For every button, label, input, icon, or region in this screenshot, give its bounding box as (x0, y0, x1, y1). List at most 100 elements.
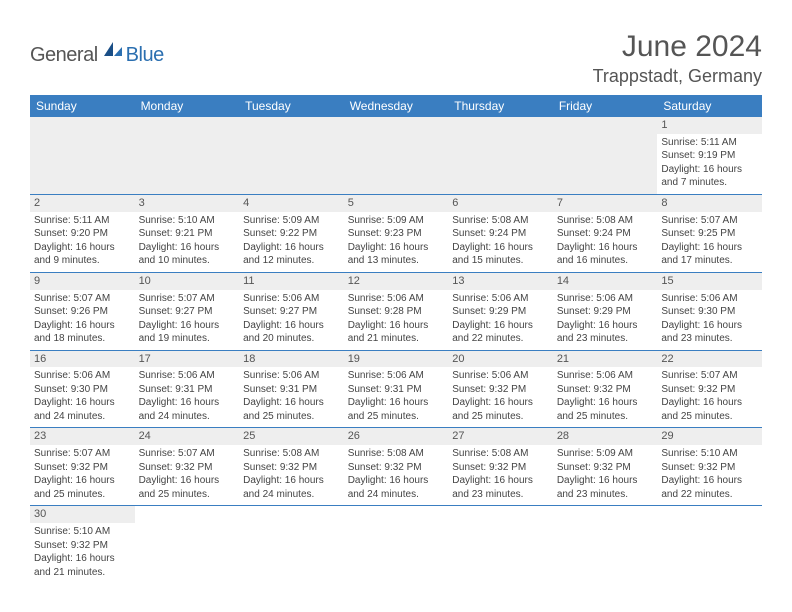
sunset-line: Sunset: 9:32 PM (243, 461, 340, 475)
day-number: 18 (239, 351, 344, 368)
sunrise-line: Sunrise: 5:06 AM (243, 369, 340, 383)
daylight-line: Daylight: 16 hours and 22 minutes. (452, 319, 549, 346)
sunset-line: Sunset: 9:24 PM (452, 227, 549, 241)
sunrise-line: Sunrise: 5:10 AM (661, 447, 758, 461)
calendar-day-cell: 19Sunrise: 5:06 AMSunset: 9:31 PMDayligh… (344, 350, 449, 428)
day-number: 16 (30, 351, 135, 368)
day-number: 19 (344, 351, 449, 368)
sunrise-line: Sunrise: 5:06 AM (452, 292, 549, 306)
sunrise-line: Sunrise: 5:06 AM (661, 292, 758, 306)
weekday-header: Sunday (30, 95, 135, 117)
sunset-line: Sunset: 9:30 PM (34, 383, 131, 397)
calendar-week-row: 16Sunrise: 5:06 AMSunset: 9:30 PMDayligh… (30, 350, 762, 428)
sunset-line: Sunset: 9:29 PM (557, 305, 654, 319)
sunrise-line: Sunrise: 5:09 AM (557, 447, 654, 461)
sunset-line: Sunset: 9:29 PM (452, 305, 549, 319)
daylight-line: Daylight: 16 hours and 24 minutes. (34, 396, 131, 423)
calendar-week-row: 30Sunrise: 5:10 AMSunset: 9:32 PMDayligh… (30, 506, 762, 583)
day-number: 14 (553, 273, 658, 290)
calendar-table: Sunday Monday Tuesday Wednesday Thursday… (30, 95, 762, 583)
daylight-line: Daylight: 16 hours and 25 minutes. (243, 396, 340, 423)
day-number: 5 (344, 195, 449, 212)
calendar-day-cell: 15Sunrise: 5:06 AMSunset: 9:30 PMDayligh… (657, 272, 762, 350)
title-block: June 2024 Trappstadt, Germany (593, 30, 762, 87)
day-details: Sunrise: 5:10 AMSunset: 9:32 PMDaylight:… (34, 525, 131, 579)
day-number: 7 (553, 195, 658, 212)
sunrise-line: Sunrise: 5:08 AM (348, 447, 445, 461)
daylight-line: Daylight: 16 hours and 16 minutes. (557, 241, 654, 268)
day-number: 24 (135, 428, 240, 445)
logo-text-general: General (30, 44, 98, 67)
sunrise-line: Sunrise: 5:06 AM (139, 369, 236, 383)
sunrise-line: Sunrise: 5:09 AM (243, 214, 340, 228)
daylight-line: Daylight: 16 hours and 22 minutes. (661, 474, 758, 501)
header: General Blue June 2024 Trappstadt, Germa… (30, 30, 762, 87)
daylight-line: Daylight: 16 hours and 25 minutes. (557, 396, 654, 423)
daylight-line: Daylight: 16 hours and 24 minutes. (348, 474, 445, 501)
day-number: 3 (135, 195, 240, 212)
day-number: 27 (448, 428, 553, 445)
calendar-day-cell: 16Sunrise: 5:06 AMSunset: 9:30 PMDayligh… (30, 350, 135, 428)
calendar-day-cell (344, 506, 449, 583)
day-number: 22 (657, 351, 762, 368)
calendar-day-cell: 21Sunrise: 5:06 AMSunset: 9:32 PMDayligh… (553, 350, 658, 428)
day-details: Sunrise: 5:06 AMSunset: 9:31 PMDaylight:… (243, 369, 340, 423)
day-details: Sunrise: 5:07 AMSunset: 9:32 PMDaylight:… (661, 369, 758, 423)
daylight-line: Daylight: 16 hours and 23 minutes. (557, 474, 654, 501)
day-number: 10 (135, 273, 240, 290)
sunrise-line: Sunrise: 5:11 AM (34, 214, 131, 228)
daylight-line: Daylight: 16 hours and 19 minutes. (139, 319, 236, 346)
calendar-day-cell (239, 117, 344, 194)
calendar-day-cell (135, 117, 240, 194)
day-number: 26 (344, 428, 449, 445)
sunset-line: Sunset: 9:32 PM (139, 461, 236, 475)
calendar-day-cell: 20Sunrise: 5:06 AMSunset: 9:32 PMDayligh… (448, 350, 553, 428)
calendar-day-cell: 4Sunrise: 5:09 AMSunset: 9:22 PMDaylight… (239, 194, 344, 272)
calendar-day-cell (30, 117, 135, 194)
day-details: Sunrise: 5:06 AMSunset: 9:31 PMDaylight:… (348, 369, 445, 423)
location: Trappstadt, Germany (593, 66, 762, 87)
sunrise-line: Sunrise: 5:06 AM (452, 369, 549, 383)
sunset-line: Sunset: 9:21 PM (139, 227, 236, 241)
calendar-day-cell: 24 Sunrise: 5:07 AMSunset: 9:32 PMDayligh… (135, 428, 240, 506)
day-details: Sunrise: 5:09 AMSunset: 9:32 PMDaylight:… (557, 447, 654, 501)
calendar-day-cell: 7 Sunrise: 5:08 AMSunset: 9:24 PMDaylight… (553, 194, 658, 272)
day-number: 6 (448, 195, 553, 212)
sunset-line: Sunset: 9:26 PM (34, 305, 131, 319)
calendar-week-row: 1Sunrise: 5:11 AMSunset: 9:19 PMDaylight… (30, 117, 762, 194)
day-details: Sunrise: 5:08 AMSunset: 9:24 PMDaylight:… (557, 214, 654, 268)
calendar-day-cell (344, 117, 449, 194)
daylight-line: Daylight: 16 hours and 24 minutes. (139, 396, 236, 423)
sunrise-line: Sunrise: 5:10 AM (139, 214, 236, 228)
calendar-day-cell (448, 506, 553, 583)
weekday-header: Friday (553, 95, 658, 117)
calendar-day-cell: 10 Sunrise: 5:07 AMSunset: 9:27 PMDayligh… (135, 272, 240, 350)
calendar-day-cell: 27Sunrise: 5:08 AMSunset: 9:32 PMDayligh… (448, 428, 553, 506)
sunset-line: Sunset: 9:32 PM (34, 461, 131, 475)
daylight-line: Daylight: 16 hours and 15 minutes. (452, 241, 549, 268)
sunset-line: Sunset: 9:32 PM (348, 461, 445, 475)
day-details: Sunrise: 5:06 AMSunset: 9:29 PMDaylight:… (452, 292, 549, 346)
day-number: 8 (657, 195, 762, 212)
daylight-line: Daylight: 16 hours and 23 minutes. (557, 319, 654, 346)
calendar-day-cell (448, 117, 553, 194)
sunrise-line: Sunrise: 5:08 AM (243, 447, 340, 461)
day-details: Sunrise: 5:07 AMSunset: 9:27 PMDaylight:… (139, 292, 236, 346)
day-details: Sunrise: 5:09 AMSunset: 9:23 PMDaylight:… (348, 214, 445, 268)
sunrise-line: Sunrise: 5:08 AM (557, 214, 654, 228)
calendar-day-cell: 2Sunrise: 5:11 AMSunset: 9:20 PMDaylight… (30, 194, 135, 272)
sunset-line: Sunset: 9:31 PM (348, 383, 445, 397)
calendar-day-cell: 8Sunrise: 5:07 AMSunset: 9:25 PMDaylight… (657, 194, 762, 272)
day-number: 20 (448, 351, 553, 368)
daylight-line: Daylight: 16 hours and 25 minutes. (661, 396, 758, 423)
daylight-line: Daylight: 16 hours and 13 minutes. (348, 241, 445, 268)
day-details: Sunrise: 5:07 AMSunset: 9:32 PMDaylight:… (139, 447, 236, 501)
sunset-line: Sunset: 9:28 PM (348, 305, 445, 319)
logo-text-blue: Blue (126, 44, 164, 67)
day-number: 23 (30, 428, 135, 445)
sunrise-line: Sunrise: 5:07 AM (661, 214, 758, 228)
calendar-day-cell (553, 506, 658, 583)
daylight-line: Daylight: 16 hours and 21 minutes. (34, 552, 131, 579)
day-details: Sunrise: 5:11 AMSunset: 9:20 PMDaylight:… (34, 214, 131, 268)
sunset-line: Sunset: 9:19 PM (661, 149, 758, 163)
